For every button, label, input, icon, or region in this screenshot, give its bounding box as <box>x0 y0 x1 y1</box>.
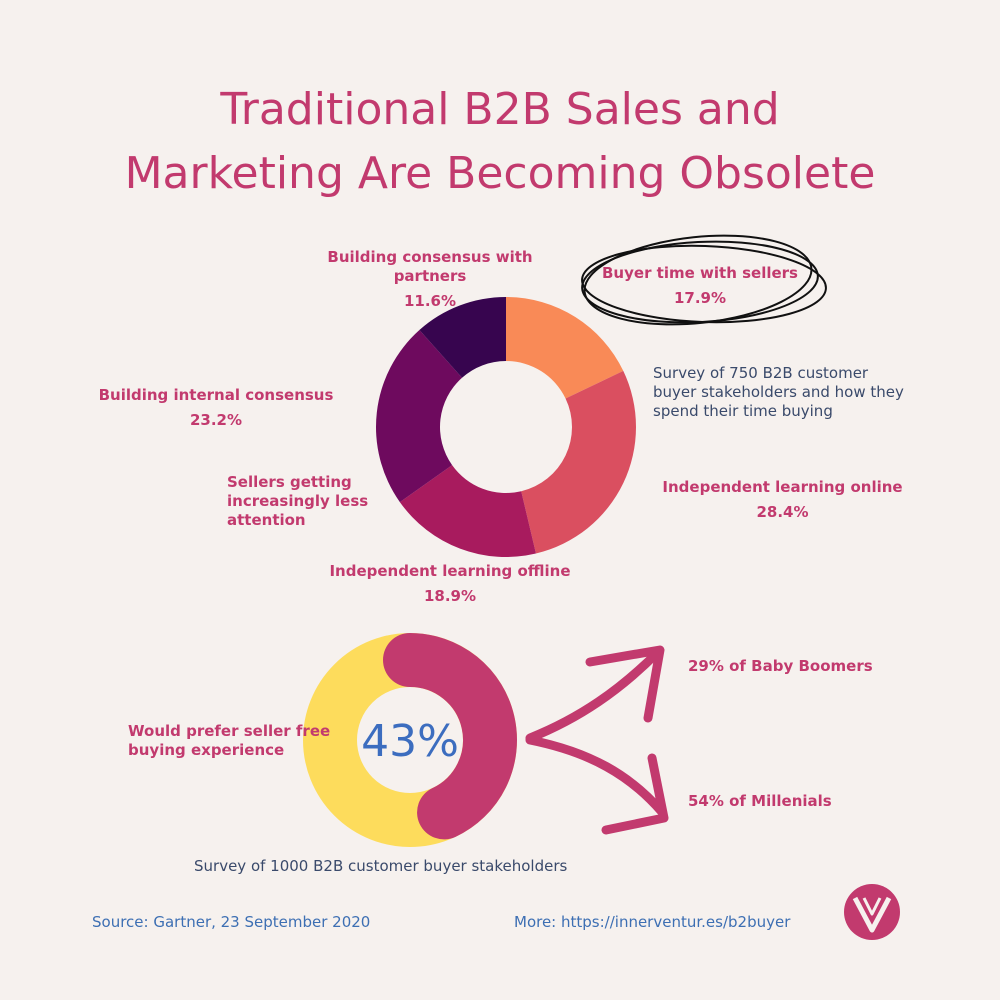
donut-value-arc <box>383 633 517 840</box>
baby-boomers-label: 29% of Baby Boomers <box>688 657 873 675</box>
slice-label-partners: Building consensus with partners 11.6% <box>327 248 533 310</box>
center-percentage: 43% <box>361 716 459 767</box>
page-title: Traditional B2B Sales and Marketing Are … <box>0 78 1000 206</box>
millenials-label: 54% of Millenials <box>688 792 832 810</box>
seller-free-donut <box>303 633 517 847</box>
v-logo-icon <box>844 884 900 940</box>
title-line-2: Marketing Are Becoming Obsolete <box>124 148 876 199</box>
highlight-scribble-icon <box>581 234 827 326</box>
arrow-down-head-icon <box>601 753 669 835</box>
arrow-up-head-icon <box>585 645 665 723</box>
donut-slice-4 <box>419 297 506 378</box>
slice-label-internal: Building internal consensus 23.2% <box>98 386 334 429</box>
survey-note-750: Survey of 750 B2B customer buyer stakeho… <box>653 364 904 420</box>
arrow-icons <box>525 645 669 835</box>
arrow-up-icon <box>525 647 663 743</box>
sellers-attention-annotation: Sellers getting increasingly less attent… <box>227 473 369 529</box>
slice-label-online: Independent learning online 28.4% <box>662 478 903 521</box>
title-line-1: Traditional B2B Sales and <box>220 84 780 135</box>
donut-slice-2 <box>399 465 536 557</box>
seller-free-label: Would prefer seller free buying experien… <box>128 722 331 759</box>
slice-label-offline: Independent learning offline 18.9% <box>329 562 571 605</box>
donut-slice-3 <box>376 330 463 503</box>
donut-slice-1 <box>521 370 636 554</box>
survey-note-1000: Survey of 1000 B2B customer buyer stakeh… <box>194 857 568 875</box>
slice-label-sellers: Buyer time with sellers 17.9% <box>602 264 798 307</box>
more-link[interactable]: More: https://innerventur.es/b2buyer <box>514 913 791 931</box>
donut-slice-0 <box>506 297 624 399</box>
source-text: Source: Gartner, 23 September 2020 <box>92 913 371 931</box>
arrow-down-icon <box>525 735 667 817</box>
time-spent-donut <box>376 297 636 557</box>
